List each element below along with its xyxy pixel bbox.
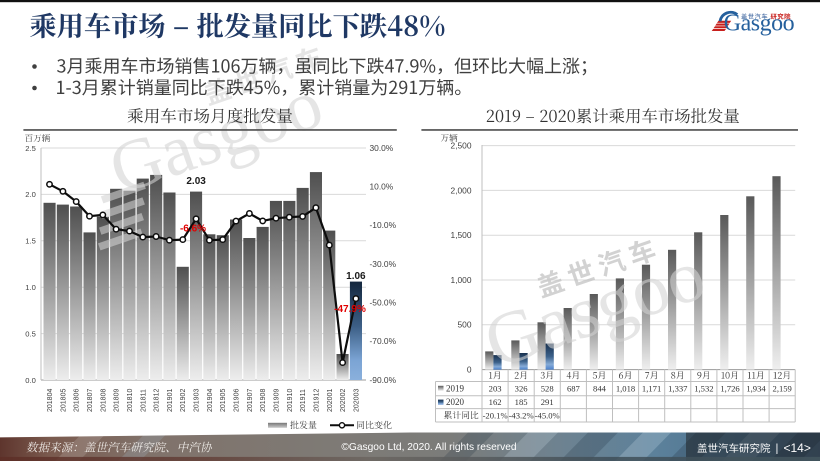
svg-text:2.03: 2.03 [186,176,206,187]
svg-text:201901: 201901 [167,389,174,412]
svg-text:2020: 2020 [446,397,465,407]
svg-text:528: 528 [541,384,554,394]
svg-text:201911: 201911 [300,389,307,412]
svg-text:201812: 201812 [154,389,161,412]
svg-text:|: | [776,443,779,455]
svg-text:2.5: 2.5 [25,144,36,153]
svg-text:-43.2%: -43.2% [509,410,534,420]
svg-text:203: 203 [489,384,502,394]
svg-text:201910: 201910 [287,389,294,412]
svg-text:2,000: 2,000 [451,185,472,195]
svg-text:201809: 201809 [114,389,121,412]
svg-text:2,159: 2,159 [773,384,792,394]
svg-text:1.5: 1.5 [25,237,36,246]
svg-text:844: 844 [593,384,607,394]
svg-text:1,000: 1,000 [451,275,472,285]
svg-text:0.5: 0.5 [25,329,36,338]
svg-text:201908: 201908 [260,389,267,412]
svg-text:-70.0%: -70.0% [370,336,397,346]
svg-text:-47.9%: -47.9% [334,304,366,315]
svg-text:201808: 201808 [100,389,107,412]
svg-text:202002: 202002 [340,389,347,412]
svg-text:1.0: 1.0 [25,283,36,292]
svg-text:326: 326 [515,384,529,394]
svg-text:2019: 2019 [446,384,465,394]
svg-text:201904: 201904 [207,389,214,412]
svg-text:2.0: 2.0 [25,190,36,199]
svg-text:201806: 201806 [74,389,81,412]
svg-text:291: 291 [541,397,554,407]
svg-text:-90.0%: -90.0% [370,375,397,385]
svg-text:0: 0 [467,365,472,375]
svg-text:-30.0%: -30.0% [370,259,397,269]
svg-text:202001: 202001 [327,389,334,412]
svg-text:201905: 201905 [220,389,227,412]
svg-text:500: 500 [458,320,472,330]
svg-text:185: 185 [515,397,528,407]
svg-text:-45.0%: -45.0% [535,410,560,420]
svg-text:202003: 202003 [353,389,360,412]
svg-text:1,337: 1,337 [668,384,688,394]
svg-text:1,018: 1,018 [616,384,635,394]
svg-text:-50.0%: -50.0% [370,298,397,308]
svg-text:201907: 201907 [247,389,254,412]
svg-text:1,500: 1,500 [451,230,472,240]
svg-text:30.0%: 30.0% [370,143,394,153]
svg-text:-10.0%: -10.0% [370,220,397,230]
svg-text:©Gasgoo Ltd, 2020. All rights: ©Gasgoo Ltd, 2020. All rights reserved [341,442,516,453]
svg-text:201912: 201912 [313,389,320,412]
svg-text:1.06: 1.06 [346,271,366,282]
svg-text:-6.6%: -6.6% [180,224,206,235]
svg-text:0.0: 0.0 [25,376,36,385]
svg-text:2,500: 2,500 [451,141,472,151]
svg-text:687: 687 [567,384,581,394]
svg-text:201906: 201906 [234,389,241,412]
svg-text:1,171: 1,171 [642,384,661,394]
svg-text:1,934: 1,934 [746,384,766,394]
svg-text:-20.1%: -20.1% [483,410,508,420]
svg-text:201805: 201805 [60,389,67,412]
svg-text:10.0%: 10.0% [370,182,394,192]
svg-text:1,726: 1,726 [720,384,740,394]
svg-text:201804: 201804 [47,389,54,412]
svg-text:<14>: <14> [784,441,811,455]
svg-text:201811: 201811 [140,389,147,412]
svg-text:201810: 201810 [127,389,134,412]
svg-text:201903: 201903 [194,389,201,412]
svg-text:201807: 201807 [87,389,94,412]
svg-text:201902: 201902 [180,389,187,412]
svg-text:1,532: 1,532 [694,384,713,394]
svg-text:201909: 201909 [274,389,281,412]
svg-text:162: 162 [489,397,502,407]
